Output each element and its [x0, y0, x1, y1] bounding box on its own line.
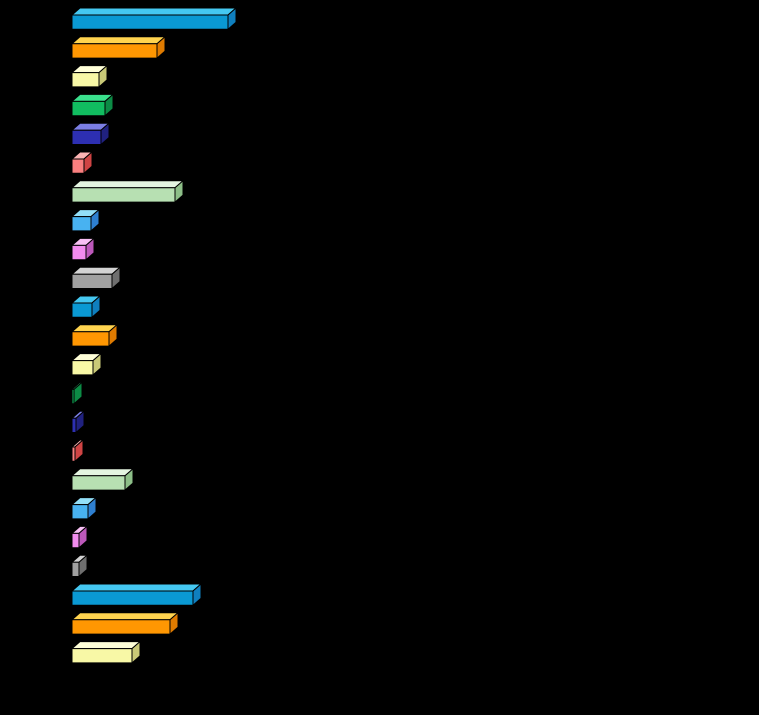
- bar-front-face: [71, 561, 80, 577]
- bar-row-bar-11: [70, 294, 102, 319]
- bar-row-bar-13: [70, 352, 103, 377]
- bar-row-bar-17: [70, 467, 135, 492]
- bar-front-face: [71, 43, 158, 59]
- bar-row-bar-15: [70, 410, 86, 434]
- bar-front-face: [71, 590, 194, 606]
- bar-front-face: [71, 100, 106, 117]
- bar-row-bar-16: [70, 438, 85, 463]
- bar-top-face: [70, 641, 142, 650]
- bar-top-face: [70, 468, 135, 477]
- bar-row-bar-02: [70, 35, 167, 60]
- bar-row-bar-21: [70, 582, 203, 607]
- bar-front-face: [71, 187, 176, 203]
- bar-row-bar-04: [70, 93, 115, 117]
- bar-front-face: [71, 244, 87, 261]
- bar-front-face: [71, 273, 113, 289]
- bar-row-bar-18: [70, 496, 98, 521]
- bar-top-face: [70, 180, 185, 189]
- bar-front-face: [71, 475, 126, 491]
- bar-row-bar-22: [70, 611, 180, 636]
- bar-top-face: [70, 7, 238, 16]
- bar-front-face: [71, 158, 85, 174]
- bar-front-face: [71, 72, 100, 88]
- bar-row-bar-23: [70, 640, 142, 665]
- bar-front-face: [71, 129, 102, 145]
- bar-row-bar-10: [70, 266, 122, 290]
- bar-row-bar-12: [70, 323, 119, 348]
- bar-row-bar-20: [70, 554, 89, 578]
- bar-row-bar-09: [70, 237, 96, 261]
- bar-top-face: [70, 612, 180, 621]
- bar-front-face: [71, 331, 110, 347]
- bar-front-face: [71, 14, 229, 30]
- bar-row-bar-14: [70, 381, 84, 405]
- bar-front-face: [71, 216, 92, 232]
- bar-front-face: [71, 446, 76, 462]
- bar-row-bar-07: [70, 179, 185, 204]
- bar-front-face: [71, 360, 94, 376]
- bar-front-face: [71, 619, 171, 635]
- bar-top-face: [70, 583, 203, 592]
- bar-front-face: [71, 504, 89, 520]
- bar-row-bar-01: [70, 6, 238, 31]
- bar-front-face: [71, 417, 77, 433]
- bar-front-face: [71, 532, 80, 549]
- bar-row-bar-06: [70, 150, 94, 175]
- bar-row-bar-19: [70, 525, 89, 549]
- bar-row-bar-05: [70, 122, 111, 146]
- bar-front-face: [71, 648, 133, 664]
- bar-front-face: [71, 302, 93, 318]
- bar-top-face: [70, 36, 167, 45]
- bar-row-bar-03: [70, 64, 109, 89]
- bar-row-bar-08: [70, 208, 101, 233]
- bar-front-face: [71, 388, 75, 405]
